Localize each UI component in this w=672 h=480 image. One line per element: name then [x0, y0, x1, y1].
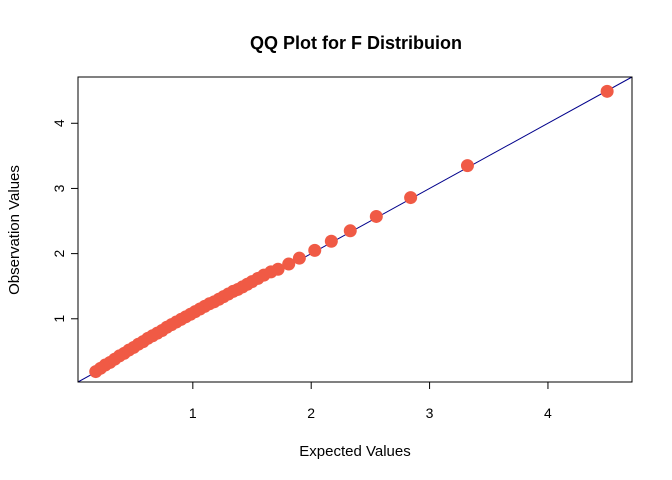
x-axis-label: Expected Values — [299, 443, 410, 460]
data-point — [404, 191, 418, 205]
x-tick-label: 4 — [544, 405, 552, 421]
x-tick-label: 3 — [426, 405, 434, 421]
plot-frame — [77, 76, 633, 383]
x-tick-label: 1 — [189, 405, 197, 421]
y-tick-label: 3 — [51, 184, 67, 192]
chart-title: QQ Plot for F Distribuion — [250, 33, 462, 53]
data-point — [600, 84, 614, 98]
x-axis: 1 2 3 4 — [189, 382, 552, 421]
points-layer — [89, 84, 614, 379]
data-point — [308, 243, 322, 257]
data-point — [324, 234, 338, 248]
data-point — [282, 257, 296, 271]
y-tick-label: 4 — [51, 119, 67, 127]
data-point — [343, 224, 357, 238]
y-tick-label: 1 — [51, 315, 67, 323]
data-point — [369, 209, 383, 223]
data-point — [292, 251, 306, 265]
plot-area — [77, 76, 633, 383]
x-tick-label: 2 — [307, 405, 315, 421]
data-point — [271, 262, 285, 276]
y-axis: 1 2 3 4 — [51, 119, 78, 323]
data-point — [460, 159, 474, 173]
y-axis-label: Observation Values — [6, 165, 23, 295]
y-tick-label: 2 — [51, 250, 67, 258]
